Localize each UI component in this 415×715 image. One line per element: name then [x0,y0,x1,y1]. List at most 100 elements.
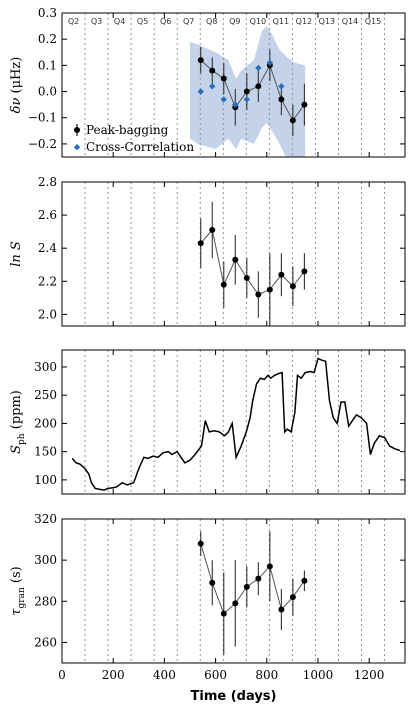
y-tick-label: 250 [34,388,57,402]
y-tick-label: 280 [34,594,57,608]
data-point [289,594,296,601]
data-point [255,575,262,582]
data-point [301,101,308,108]
y-axis-label-main: δν [9,98,24,114]
quarter-label: Q6 [160,17,171,26]
y-tick-label: 0.2 [38,32,57,46]
y-tick-label: 150 [34,445,57,459]
data-point-diamond [220,96,227,103]
legend-marker-circle [74,127,80,133]
y-tick-label: 300 [34,553,57,567]
y-tick-label: 2.8 [38,175,57,189]
data-point [243,275,250,281]
axes-frame [61,12,406,158]
quarter-label: Q12 [296,17,312,26]
y-tick-label: 2.4 [38,241,57,255]
x-tick-label: 1200 [354,668,385,682]
data-point [243,583,250,590]
legend: Peak-bagging Cross-Correlation [73,123,194,154]
data-point [232,256,239,263]
data-point [197,240,204,247]
quarter-label: Q5 [137,17,148,26]
data-point-diamond [243,96,251,103]
y-tick-label: 100 [34,473,57,487]
data-point [278,606,285,613]
data-point [289,283,296,290]
plot-area [71,350,401,494]
data-point [243,88,250,95]
data-point-diamond [278,83,285,90]
series-connector [200,228,305,296]
y-axis-label-unit: (s) [9,566,24,587]
data-point [220,610,227,617]
quarter-label: Q3 [91,17,102,26]
x-tick-label: 1000 [303,668,334,682]
y-axis-label-unit: (ppm) [9,390,24,433]
y-tick-label: 200 [34,416,57,430]
data-point [220,75,227,82]
y-axis-label: Sph (ppm) [9,390,27,454]
data-point [255,291,262,298]
y-axis-label-main: τ [9,608,24,616]
y-tick-label: 320 [34,512,57,526]
data-point-diamond [255,64,262,72]
quarter-label: Q7 [183,17,194,26]
y-axis-label-unit: (μHz) [9,57,24,98]
data-point [255,83,262,90]
quarter-label: Q14 [342,17,358,26]
x-axis-label: Time (days) [191,689,277,704]
y-axis-label-sub: gran [17,587,27,608]
plot-area [84,182,385,326]
data-point [278,96,285,103]
quarter-label: Q8 [206,17,217,26]
data-point [278,271,285,278]
x-tick-label: 800 [255,668,278,682]
x-tick-label: 200 [102,668,125,682]
data-point [266,563,273,570]
axes-frame [61,349,406,495]
x-tick-label: 400 [153,668,176,682]
data-point [232,600,239,607]
series-line [71,357,401,491]
data-point [289,117,296,124]
y-tick-label: −0.2 [28,137,57,151]
panel-sph: 100 150 200 250 300 Sph (ppm) [9,349,406,495]
quarter-label: Q4 [114,17,125,26]
quarter-label: Q10 [250,17,266,26]
y-tick-label: 2.2 [38,274,57,288]
plot-area [84,13,385,157]
panel-dnu: Q2 Q3 Q4 Q5 Q6 Q7 Q8 Q9 Q10 Q11 Q12 Q13 Q14 Q15 −0.2 −0… [9,6,406,158]
y-axis-label: δν (μHz) [9,57,24,114]
y-tick-label: 2.0 [38,307,57,321]
data-point-diamond [266,59,274,66]
y-tick-label: 260 [34,635,57,649]
data-point [301,268,308,275]
axes-frame [61,518,406,664]
legend-label: Peak-bagging [86,123,169,137]
quarter-label: Q9 [229,17,240,26]
y-axis-label: ln S [9,241,24,267]
y-tick-label: 2.6 [38,208,57,222]
data-point-diamond [232,101,239,108]
legend-label: Cross-Correlation [86,140,194,154]
data-point [209,227,216,233]
plot-area [84,519,385,663]
x-tick-label: 600 [204,668,227,682]
series-connector [200,543,305,615]
quarter-label: Q13 [319,17,335,26]
panel-lnS: 2.0 2.2 2.4 2.6 2.8 ln S [9,175,406,327]
data-point [301,577,308,584]
panel-tau: 260 280 300 320 0 200 400 600 800 1000 1200 τgran (… [9,512,406,704]
y-tick-label: 300 [34,360,57,374]
data-point [209,67,216,74]
legend-marker-diamond [73,144,81,151]
series-connector [200,59,305,122]
y-axis-label: τgran (s) [9,566,27,615]
y-tick-label: 0.1 [38,58,57,72]
y-tick-label: 0.3 [38,6,57,20]
y-axis-label-main: S [9,445,24,454]
y-axis-label-sub: ph [17,433,27,445]
y-tick-label: −0.1 [28,111,57,125]
quarter-label: Q15 [365,17,381,26]
